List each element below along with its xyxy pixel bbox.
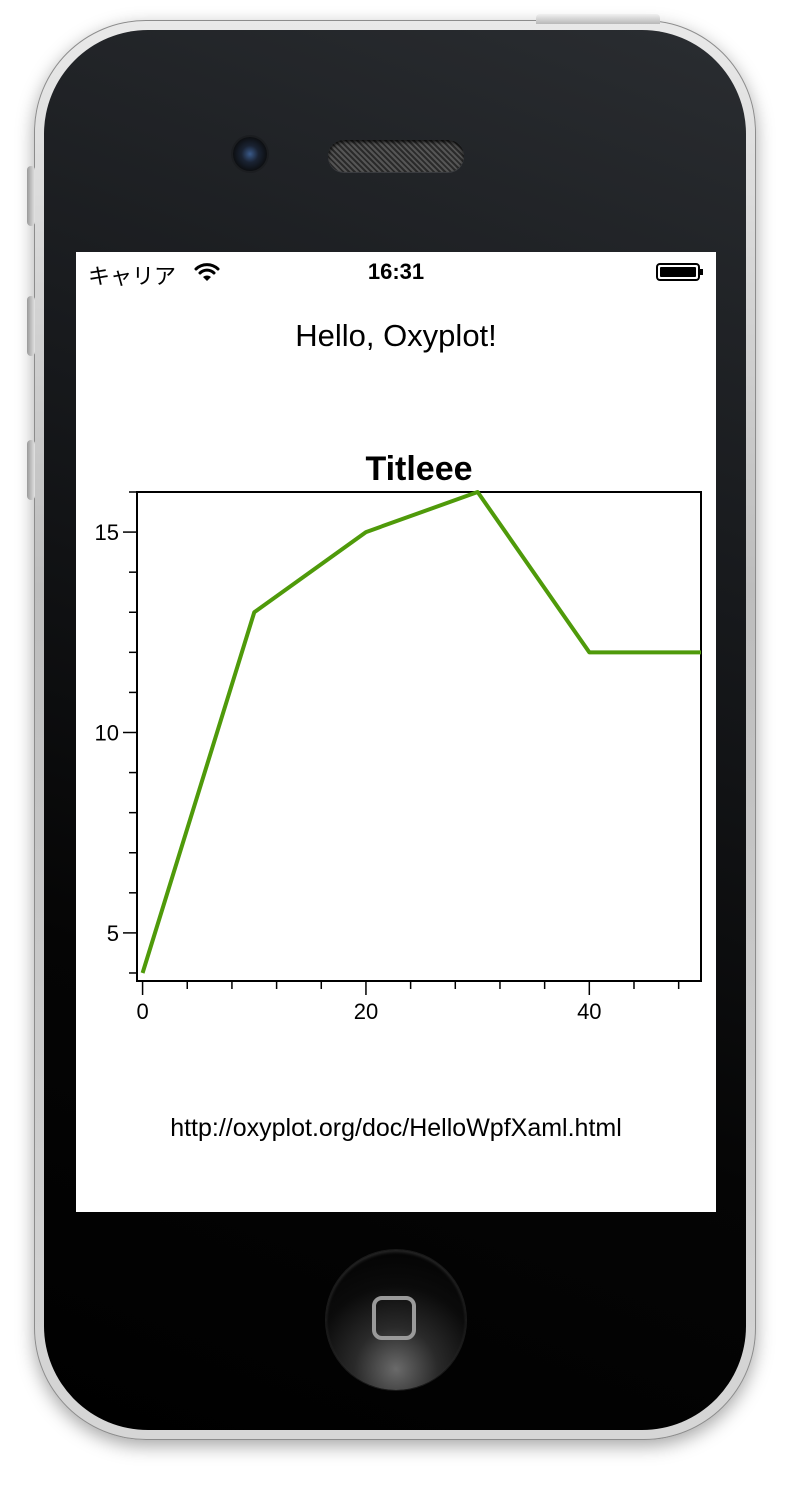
earpiece-speaker <box>328 140 464 172</box>
hello-heading: Hello, Oxyplot! <box>295 318 497 353</box>
volume-up-button <box>27 296 35 356</box>
sleep-button <box>536 14 660 24</box>
plot-frame <box>136 491 702 982</box>
series-line <box>140 490 701 974</box>
chart-title: Titleee <box>365 450 472 488</box>
y-tick-label: 15 <box>95 520 119 545</box>
mute-switch <box>27 166 35 226</box>
status-bar: キャリア 16:31 <box>76 252 716 292</box>
carrier-label: キャリア <box>88 264 177 289</box>
y-tick-label: 5 <box>107 921 119 946</box>
doc-link[interactable]: http://oxyplot.org/doc/HelloWpfXaml.html <box>170 1114 622 1142</box>
volume-down-button <box>27 440 35 500</box>
status-time: 16:31 <box>367 259 425 284</box>
x-tick-label: 40 <box>577 999 601 1024</box>
line-chart: Titleee 5 10 15 0 20 40 <box>95 450 702 1024</box>
phone-screen: キャリア 16:31 Hello, Oxyplot! Titleee 5 10 15 0… <box>76 252 716 1212</box>
wifi-icon <box>194 263 220 281</box>
home-button[interactable] <box>326 1250 466 1390</box>
front-camera-icon <box>233 137 267 171</box>
battery-full-icon <box>656 263 703 281</box>
y-tick-label: 10 <box>95 720 119 745</box>
home-square-icon <box>372 1296 416 1340</box>
x-tick-label: 20 <box>354 999 378 1024</box>
x-tick-label: 0 <box>136 999 148 1024</box>
